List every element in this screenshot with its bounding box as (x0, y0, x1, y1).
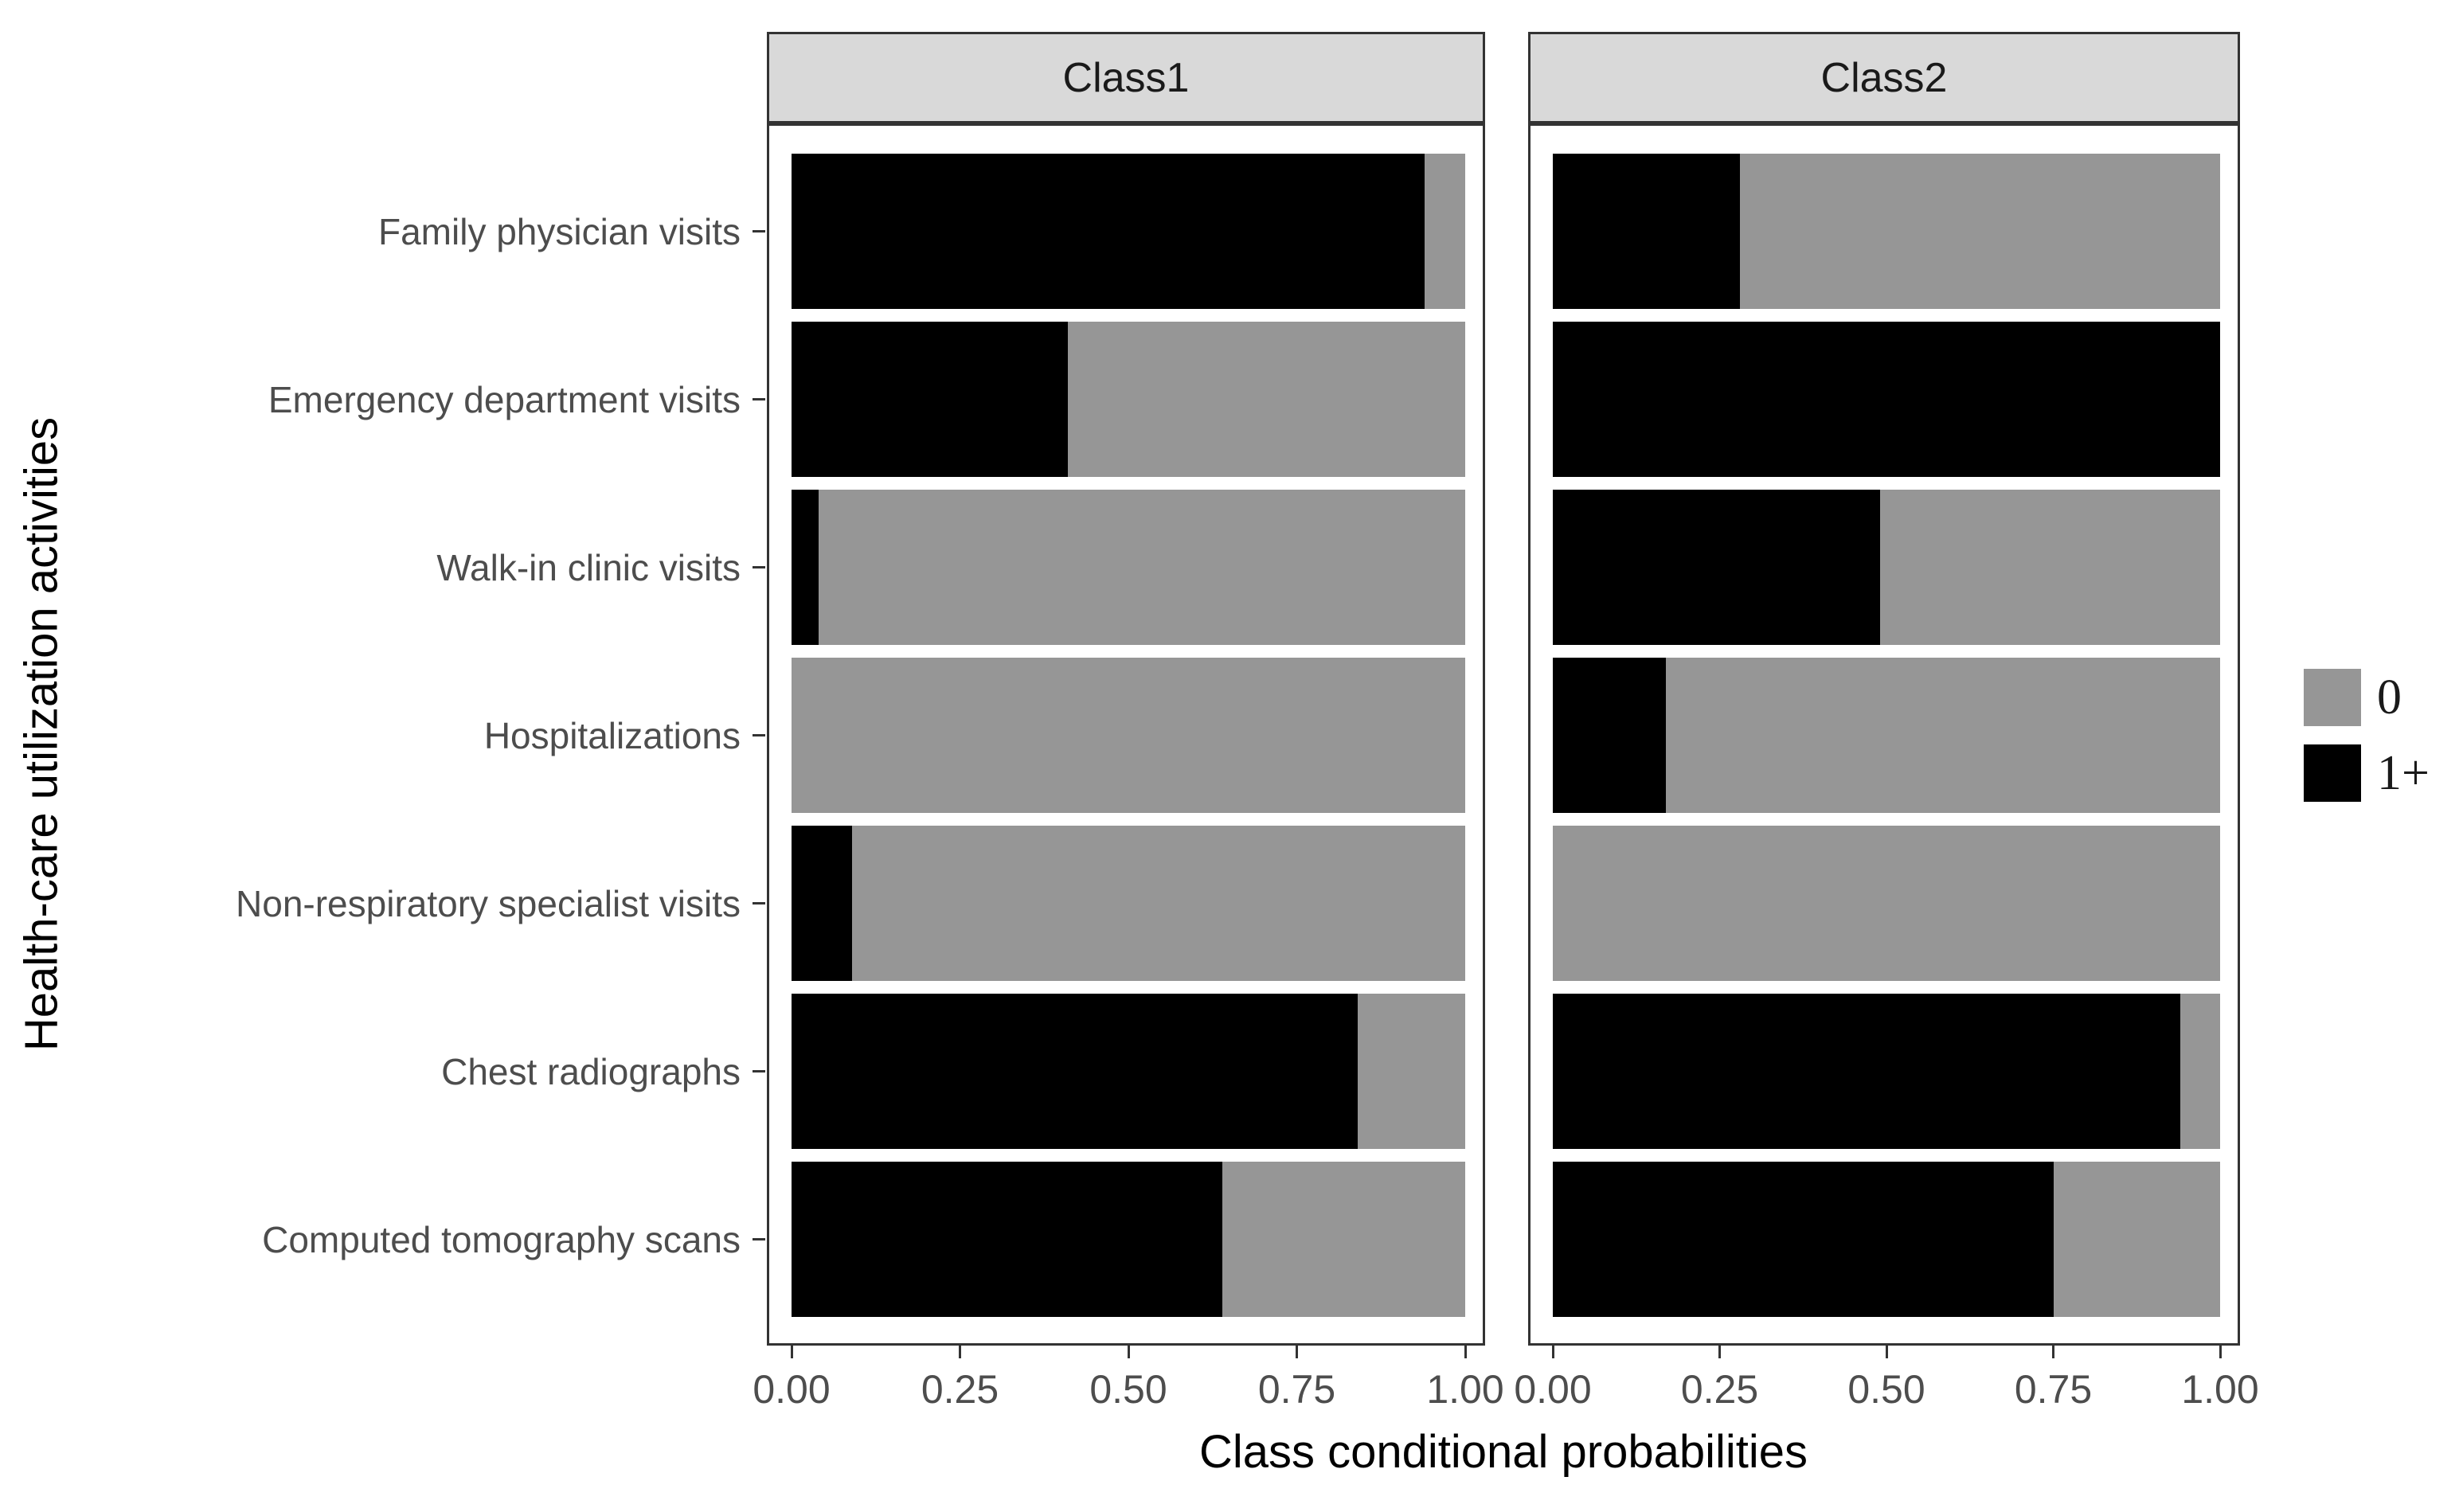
y-tick-2 (753, 566, 765, 568)
legend-item-1plus: 1+ (2304, 744, 2430, 802)
x-tick-class2-3 (2052, 1346, 2054, 1358)
y-category-label-0: Family physician visits (378, 210, 741, 252)
bar-row-class1-3 (792, 658, 1465, 813)
facet-strip-class1: Class1 (767, 32, 1485, 123)
y-category-label-2: Walk-in clinic visits (436, 546, 741, 588)
y-category-label-6: Computed tomography scans (262, 1218, 741, 1260)
y-tick-3 (753, 734, 765, 736)
x-tick-label-class1-1: 0.25 (921, 1367, 999, 1412)
legend-swatch-gray (2304, 669, 2361, 726)
facet-strip-class2: Class2 (1528, 32, 2240, 123)
bar-row-class2-5 (1553, 994, 2220, 1149)
bar-row-class1-5 (792, 994, 1465, 1149)
x-tick-class1-3 (1296, 1346, 1298, 1358)
legend-item-0: 0 (2304, 669, 2430, 726)
x-tick-class1-2 (1127, 1346, 1130, 1358)
x-tick-class2-4 (2219, 1346, 2222, 1358)
x-axis-title: Class conditional probabilities (1198, 1426, 1808, 1478)
x-tick-label-class1-4: 1.00 (1426, 1367, 1504, 1412)
y-category-label-5: Chest radiographs (441, 1050, 741, 1092)
facet-strip-label-class1: Class1 (1062, 54, 1190, 101)
bar-row-class2-6 (1553, 1162, 2220, 1317)
bar-segment-0 (1357, 994, 1465, 1149)
bar-segment-1plus (1553, 1162, 2054, 1317)
bar-segment-1plus (1553, 154, 1740, 309)
bar-segment-0 (852, 826, 1465, 981)
x-tick-label-class2-2: 0.50 (1847, 1367, 1925, 1412)
bar-row-class2-2 (1553, 490, 2220, 645)
y-category-label-4: Non-respiratory specialist visits (236, 882, 741, 924)
bar-segment-1plus (792, 826, 853, 981)
bar-row-class2-3 (1553, 658, 2220, 813)
bar-segment-0 (1222, 1162, 1465, 1317)
bar-row-class1-0 (792, 154, 1465, 309)
legend-label-0: 0 (2377, 670, 2402, 725)
x-tick-class2-0 (1551, 1346, 1554, 1358)
bar-row-class1-4 (792, 826, 1465, 981)
x-tick-label-class1-2: 0.50 (1089, 1367, 1167, 1412)
x-tick-label-class2-1: 0.25 (1680, 1367, 1759, 1412)
x-tick-label-class1-3: 0.75 (1257, 1367, 1336, 1412)
legend: 0 1+ (2304, 669, 2430, 820)
bar-segment-0 (2053, 1162, 2220, 1317)
bar-segment-1plus (1553, 490, 1880, 645)
bar-segment-1plus (1553, 658, 1667, 813)
y-category-label-3: Hospitalizations (483, 714, 741, 756)
legend-label-1plus: 1+ (2377, 745, 2430, 800)
x-tick-class1-0 (790, 1346, 793, 1358)
y-tick-0 (753, 230, 765, 232)
bar-segment-0 (792, 658, 1465, 813)
y-tick-4 (753, 902, 765, 904)
bar-segment-1plus (1553, 322, 2220, 477)
bar-segment-1plus (1553, 994, 2180, 1149)
bar-segment-0 (1879, 490, 2220, 645)
x-tick-class1-4 (1464, 1346, 1467, 1358)
bar-segment-0 (2179, 994, 2220, 1149)
y-tick-6 (753, 1238, 765, 1240)
bar-row-class1-6 (792, 1162, 1465, 1317)
bar-row-class2-1 (1553, 322, 2220, 477)
bar-segment-1plus (792, 490, 819, 645)
y-tick-5 (753, 1070, 765, 1072)
x-tick-label-class2-0: 0.00 (1514, 1367, 1592, 1412)
y-tick-1 (753, 398, 765, 400)
bar-segment-1plus (792, 994, 1358, 1149)
bar-row-class1-2 (792, 490, 1465, 645)
bar-segment-0 (1739, 154, 2220, 309)
bar-row-class1-1 (792, 322, 1465, 477)
facet-strip-label-class2: Class2 (1820, 54, 1948, 101)
bar-row-class2-4 (1553, 826, 2220, 981)
bar-segment-0 (1666, 658, 2220, 813)
x-tick-class2-1 (1718, 1346, 1721, 1358)
bar-segment-1plus (792, 322, 1068, 477)
bar-row-class2-0 (1553, 154, 2220, 309)
x-tick-label-class2-4: 1.00 (2181, 1367, 2259, 1412)
x-tick-class2-2 (1885, 1346, 1888, 1358)
bar-segment-0 (818, 490, 1465, 645)
y-category-label-1: Emergency department visits (268, 378, 741, 420)
bar-segment-1plus (792, 154, 1425, 309)
bar-segment-0 (1425, 154, 1465, 309)
x-tick-label-class1-0: 0.00 (753, 1367, 831, 1412)
legend-swatch-black (2304, 744, 2361, 802)
bar-segment-0 (1553, 826, 2220, 981)
x-tick-class1-1 (959, 1346, 961, 1358)
bar-segment-1plus (792, 1162, 1223, 1317)
bar-segment-0 (1067, 322, 1465, 477)
x-tick-label-class2-3: 0.75 (2014, 1367, 2093, 1412)
